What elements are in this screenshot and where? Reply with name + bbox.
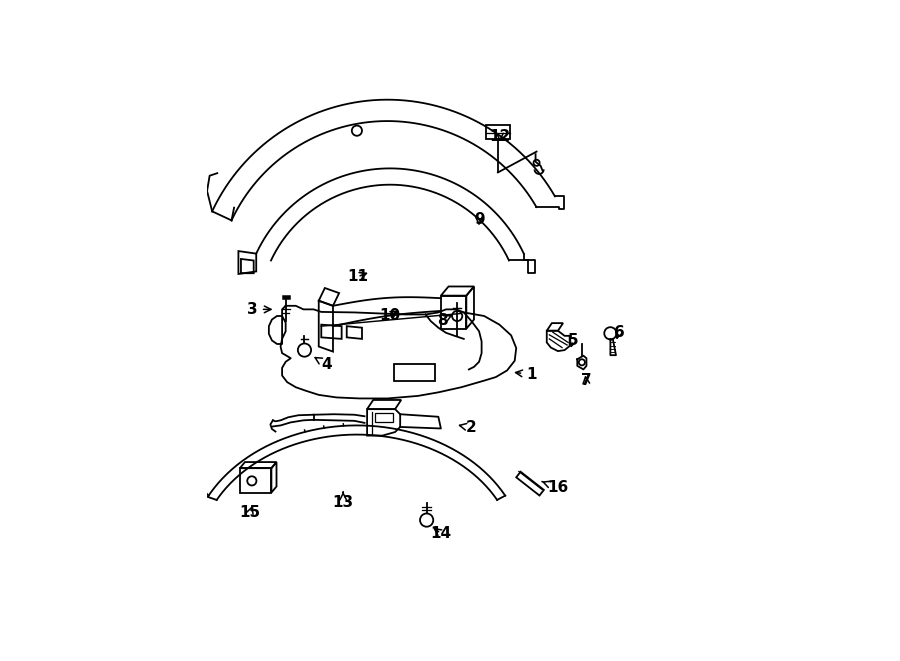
Text: 8: 8 (437, 313, 451, 328)
Text: 11: 11 (346, 269, 368, 284)
Text: 7: 7 (580, 373, 591, 388)
Text: 15: 15 (239, 506, 261, 520)
Text: 3: 3 (248, 302, 271, 317)
Text: 14: 14 (430, 525, 452, 541)
Text: 2: 2 (460, 420, 477, 436)
Text: 6: 6 (614, 325, 625, 340)
Text: 16: 16 (542, 480, 569, 495)
Text: 9: 9 (473, 212, 484, 227)
Text: 4: 4 (315, 357, 332, 372)
Text: 1: 1 (516, 367, 536, 382)
Text: 10: 10 (380, 308, 400, 323)
Text: 13: 13 (333, 492, 354, 510)
Text: 5: 5 (568, 333, 579, 348)
Text: 12: 12 (490, 130, 510, 144)
